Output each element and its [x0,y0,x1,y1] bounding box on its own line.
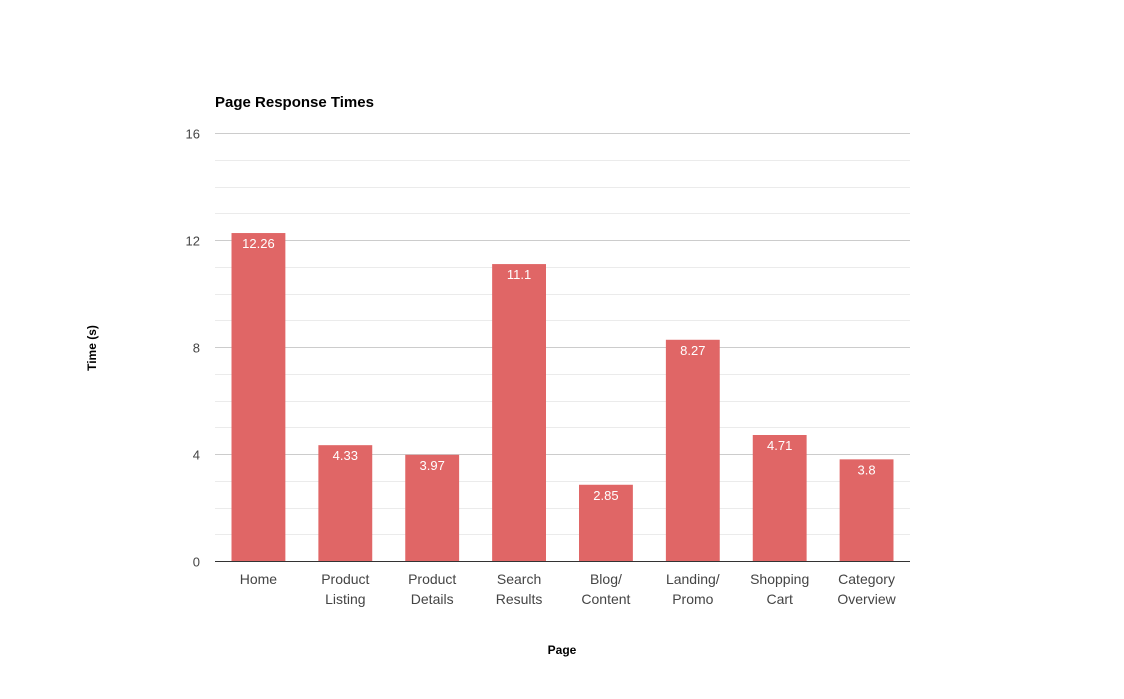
bar-data-label: 8.27 [680,343,705,358]
bar-data-label: 2.85 [593,488,618,503]
y-tick-label: 0 [193,555,200,570]
x-tick-label: Shopping [750,571,809,587]
bar [318,445,373,561]
bar [579,484,633,561]
bar-data-label: 3.97 [420,458,445,473]
bar-data-label: 4.71 [767,438,792,453]
x-tick-label: Listing [325,591,365,607]
x-tick-label: Blog/ [590,571,622,587]
x-tick-label: Promo [672,591,713,607]
bar [665,339,720,561]
labels-layer: 0 4 8 12 16 12.26 Home 4.33 Product Listing 3.97 Pr… [186,127,897,608]
chart-title: Page Response Times [215,94,374,111]
bar [839,459,894,561]
bar-data-label: 4.33 [333,448,358,463]
x-tick-label: Overview [837,591,896,607]
bar-data-label: 11.1 [507,267,531,282]
bars-layer [231,233,894,562]
bar [405,454,460,561]
x-tick-label: Category [838,571,895,587]
bar [231,233,286,562]
x-tick-label: Cart [766,591,793,607]
x-axis-title: Page [548,643,577,657]
x-tick-label: Home [240,571,278,587]
bar-data-label: 3.8 [858,462,876,477]
x-tick-label: Details [411,591,454,607]
x-tick-label: Results [496,591,543,607]
bar [492,264,546,561]
bar-data-label: 12.26 [242,236,275,251]
y-tick-label: 4 [193,448,200,463]
y-tick-label: 8 [193,341,200,356]
x-tick-label: Product [321,571,369,587]
x-tick-label: Content [581,591,630,607]
x-tick-label: Search [497,571,541,587]
y-axis-title: Time (s) [85,325,99,371]
y-tick-label: 16 [186,127,200,142]
x-tick-label: Product [408,571,456,587]
x-tick-label: Landing/ [666,571,720,587]
y-tick-label: 12 [186,234,200,249]
bar [752,435,807,561]
